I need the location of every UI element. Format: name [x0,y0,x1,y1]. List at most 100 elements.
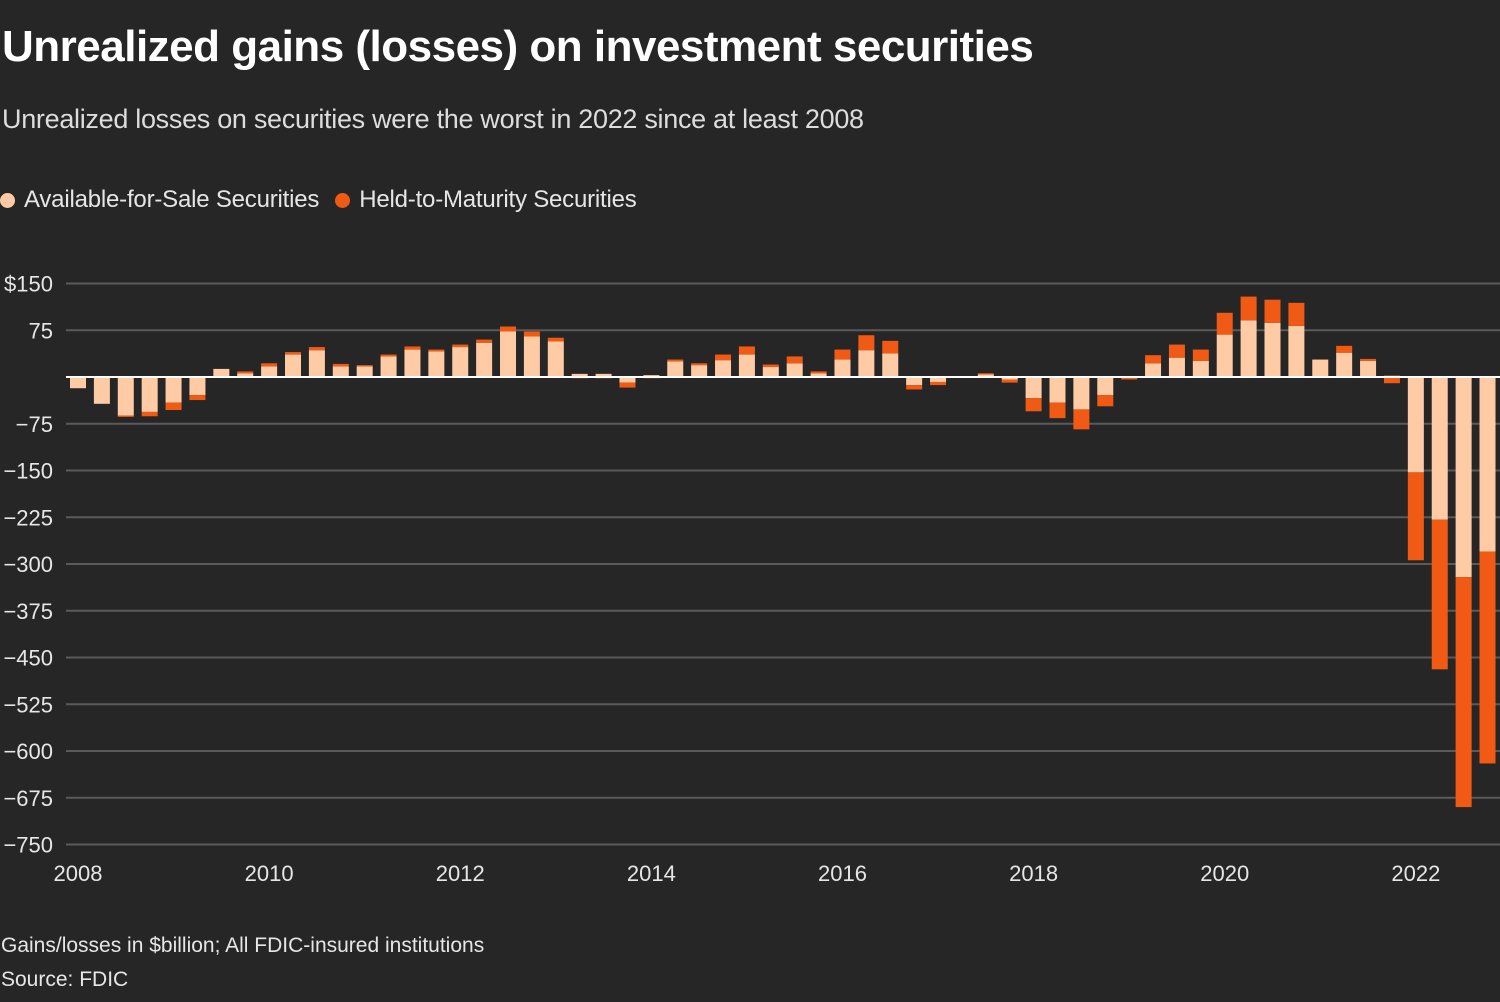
bar-afs [715,360,732,377]
chart-subtitle: Unrealized losses on securities were the… [2,104,864,134]
bar-afs [1288,325,1305,377]
bar-afs [261,366,278,377]
bar-afs [1073,377,1090,410]
x-tick-label: 2014 [627,861,676,886]
bar-afs [523,336,540,377]
bar-htm [1001,379,1018,383]
bar-htm [117,415,134,417]
bar-afs [165,377,182,403]
bar-htm [882,340,899,354]
bar-afs [404,349,421,377]
bar-afs [1336,352,1353,377]
legend-dot-afs-icon [0,192,15,208]
bar-htm [308,347,325,351]
bar-htm [1431,519,1448,670]
bar-htm [1168,344,1185,358]
y-tick-label: −75 [16,412,53,437]
bar-htm [667,359,684,362]
legend-label-afs: Available-for-Sale Securities [24,186,320,213]
legend-label-htm: Held-to-Maturity Securities [359,186,637,213]
bar-afs [1097,377,1114,396]
bar-afs [1407,377,1424,473]
bar-afs [1192,360,1209,377]
bar-afs [1264,322,1281,377]
bar-htm [356,365,373,367]
bar-afs [452,347,469,377]
bar-htm [476,339,493,343]
bar-htm [452,344,469,348]
bar-afs [70,377,86,389]
y-tick-label: −600 [3,739,53,764]
bar-afs [356,366,373,377]
bar-afs [906,377,923,386]
y-axis-labels: $150 75 −75 −150 −225 −300 −375 −450 −525 −600 −67… [3,272,53,858]
bar-htm [1383,377,1400,384]
bar-htm [428,349,445,352]
bar-htm [1073,409,1090,430]
bar-htm [619,382,636,388]
bar-htm [977,373,994,375]
bar-htm [1288,302,1305,326]
bar-afs [1025,377,1042,399]
y-tick-label: $150 [4,272,53,297]
bar-afs [332,366,349,377]
bar-afs [189,377,206,396]
bar-afs [786,363,803,377]
bar-afs [1479,377,1496,552]
bar-htm [810,371,827,374]
bar-htm [332,363,349,367]
bar-htm [165,402,182,411]
bar-afs [1312,359,1329,377]
bar-afs [476,342,493,377]
bar-afs [595,373,612,377]
footer-source: Source: FDIC [1,968,129,991]
footer-note: Gains/losses in $billion; All FDIC-insur… [1,934,485,957]
bar-afs [285,354,302,377]
bar-afs [213,368,230,377]
y-tick-label: −300 [3,552,53,577]
x-axis-labels: 2008 2010 2012 2014 2016 2018 2020 2022 [54,861,1441,886]
bar-htm [1407,472,1424,561]
bar-afs [500,331,517,377]
bar-afs [977,374,994,377]
bar-htm [237,371,254,374]
legend: Available-for-Sale Securities Held-to-Ma… [0,186,653,214]
bar-afs [930,377,947,382]
bar-afs [1431,377,1448,520]
x-tick-label: 2012 [436,861,485,886]
bar-afs [117,377,134,416]
gridlines [66,282,1500,846]
bar-htm [1455,577,1472,808]
bar-afs [571,373,588,377]
bar-htm [1049,402,1066,419]
bar-afs [738,354,755,377]
bar-afs [428,351,445,377]
x-tick-label: 2010 [245,861,294,886]
x-tick-label: 2022 [1391,861,1440,886]
bar-afs [858,350,875,377]
y-tick-label: −450 [3,646,53,671]
legend-item-afs: Available-for-Sale Securities [0,186,319,214]
bar-htm [1145,355,1162,364]
bar-htm [141,411,158,417]
bar-htm [738,346,755,355]
bar-afs [810,373,827,377]
bar-afs [882,353,899,377]
bar-htm [1097,395,1114,407]
bars [70,296,1496,808]
bar-afs [619,377,636,383]
bar-htm [715,354,732,361]
bar-htm [1121,377,1138,380]
x-tick-label: 2016 [818,861,867,886]
bar-afs [1360,360,1377,377]
bar-afs [380,356,397,377]
x-tick-label: 2008 [54,861,103,886]
bar-afs [834,359,851,377]
x-tick-label: 2018 [1009,861,1058,886]
bar-htm [1025,398,1042,412]
bar-htm [930,381,947,386]
chart-title: Unrealized gains (losses) on investment … [2,22,1034,71]
bar-htm [547,337,564,342]
bar-htm [691,363,708,366]
bar-afs [1049,377,1066,403]
